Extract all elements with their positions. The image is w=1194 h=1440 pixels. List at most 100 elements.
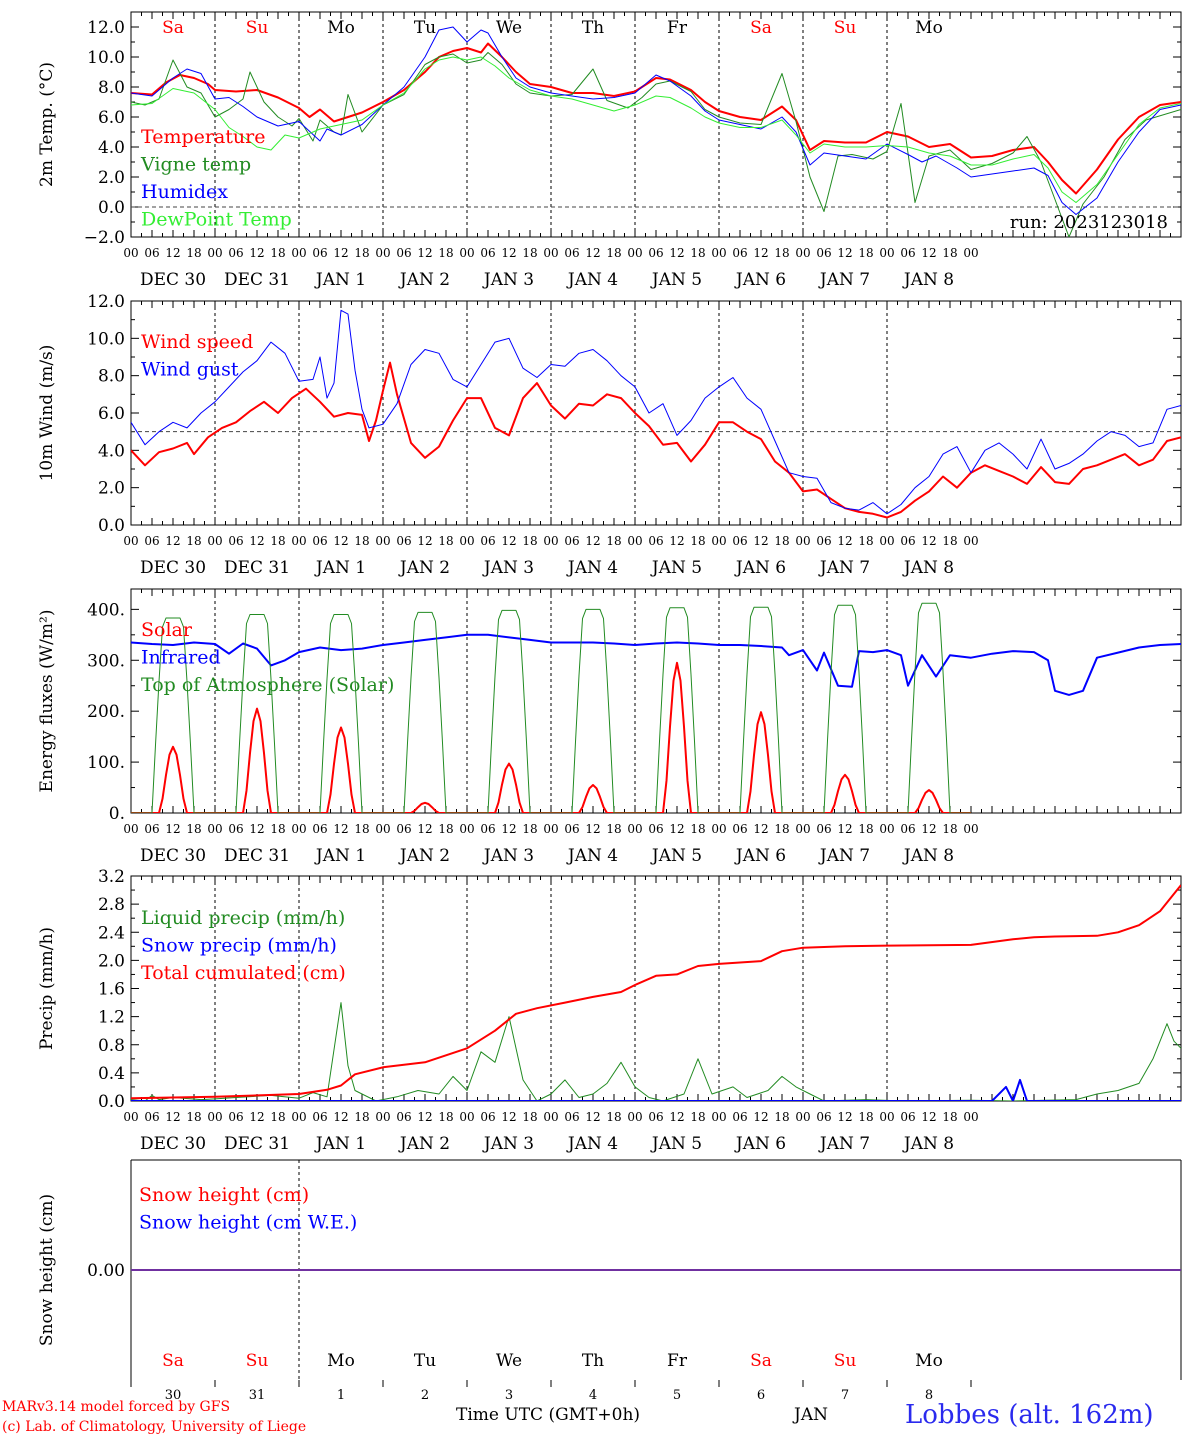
date-label: JAN 8 [902,1134,954,1154]
day-number-label: 7 [841,1388,849,1403]
hour-tick-label: 00 [795,822,810,836]
y-axis-title: 10m Wind (m/s) [37,345,57,482]
hour-tick-label: 18 [858,822,873,836]
hour-tick-label: 18 [270,534,285,548]
hour-tick-label: 12 [249,1110,264,1124]
y-tick-label: −2.0 [84,228,125,248]
series-line-liquid-precip-mm-h [131,1002,1181,1101]
date-label: JAN 4 [566,846,618,866]
weekday-label: Fr [667,1351,688,1371]
credit-line-2: (c) Lab. of Climatology, University of L… [2,1419,307,1435]
date-label: DEC 30 [140,846,206,866]
hour-tick-label: 18 [270,246,285,260]
run-label: run: 2023123018 [1010,212,1168,233]
y-tick-label: 4.0 [98,138,125,158]
hour-tick-label: 06 [648,822,663,836]
hour-tick-label: 00 [207,822,222,836]
hour-tick-label: 12 [417,822,432,836]
series-line-wind-gust [131,309,1181,515]
hour-tick-label: 00 [879,1110,894,1124]
weekday-label: Mo [915,18,943,38]
date-label: DEC 30 [140,1134,206,1154]
hour-tick-label: 06 [816,246,831,260]
hour-tick-label: 18 [774,1110,789,1124]
weekday-label: We [496,18,522,38]
series-group [131,26,1181,237]
hour-tick-label: 06 [816,534,831,548]
hour-tick-label: 06 [312,534,327,548]
legend-entry: Vigne temp [140,154,251,176]
hour-tick-label: 00 [459,534,474,548]
hour-tick-label: 06 [900,534,915,548]
series-line-humidex [131,26,1181,215]
day-number-label: 1 [337,1388,345,1403]
hour-tick-label: 00 [879,822,894,836]
legend-entry: Wind gust [141,359,239,381]
weekday-label: Tu [414,18,436,38]
legend-entry: DewPoint Temp [141,209,292,231]
hour-tick-label: 18 [606,1110,621,1124]
date-label: JAN 4 [566,270,618,290]
hour-tick-label: 00 [375,1110,390,1124]
day-number-label: 2 [421,1388,429,1403]
hour-tick-label: 12 [249,534,264,548]
date-label: DEC 30 [140,270,206,290]
hour-tick-label: 12 [417,1110,432,1124]
hour-tick-label: 00 [627,1110,642,1124]
hour-tick-label: 06 [732,246,747,260]
weekday-label: Su [246,1351,269,1371]
hour-tick-label: 00 [375,822,390,836]
hour-tick-label: 06 [312,1110,327,1124]
hour-tick-label: 18 [690,822,705,836]
hour-tick-label: 00 [795,1110,810,1124]
date-label: DEC 30 [140,558,206,578]
hour-tick-label: 12 [165,246,180,260]
hour-tick-label: 00 [711,1110,726,1124]
date-label: JAN 6 [734,846,786,866]
series-line-temperature [131,42,1181,195]
y-tick-label: 200. [87,702,125,722]
hour-tick-label: 06 [312,246,327,260]
hour-tick-label: 18 [942,534,957,548]
weekday-label: Fr [667,18,688,38]
time-axis-title: Time UTC (GMT+0h) [456,1405,641,1425]
date-label: JAN 3 [482,270,534,290]
weekday-label: Th [582,18,604,38]
date-label: JAN 3 [482,558,534,578]
hour-tick-label: 18 [606,246,621,260]
hour-tick-label: 00 [963,1110,978,1124]
date-label: JAN 1 [314,270,366,290]
hour-tick-label: 06 [228,1110,243,1124]
weekday-label: Su [246,18,269,38]
plot-frame [130,300,1182,526]
day-number-label: 4 [589,1388,597,1403]
legend-entry: Total cumulated (cm) [141,962,346,984]
date-label: JAN 5 [650,558,702,578]
weekday-label: Sa [750,18,772,38]
hour-tick-label: 06 [900,822,915,836]
y-tick-label: 12.0 [87,292,125,312]
hour-tick-label: 12 [921,246,936,260]
hour-tick-label: 06 [900,246,915,260]
hour-tick-label: 18 [774,822,789,836]
hour-tick-label: 12 [417,534,432,548]
hour-tick-label: 00 [627,246,642,260]
series-line-total-cumulated-cm [131,884,1181,1100]
date-label: JAN 5 [650,1134,702,1154]
hour-tick-label: 12 [753,822,768,836]
y-tick-label: 8.0 [98,78,125,98]
series-line-dewpoint-temp [131,56,1181,203]
hour-tick-label: 00 [207,534,222,548]
hour-tick-label: 06 [732,534,747,548]
hour-tick-label: 06 [648,1110,663,1124]
hour-tick-label: 06 [648,534,663,548]
y-tick-label: 3.2 [98,867,125,887]
hour-tick-label: 00 [123,1110,138,1124]
weekday-label: Sa [750,1351,772,1371]
hour-tick-label: 12 [501,822,516,836]
hour-tick-label: 00 [543,246,558,260]
hour-tick-label: 18 [858,246,873,260]
hour-tick-label: 18 [858,1110,873,1124]
hour-tick-label: 12 [165,1110,180,1124]
legend-entry: Infrared [141,647,221,669]
